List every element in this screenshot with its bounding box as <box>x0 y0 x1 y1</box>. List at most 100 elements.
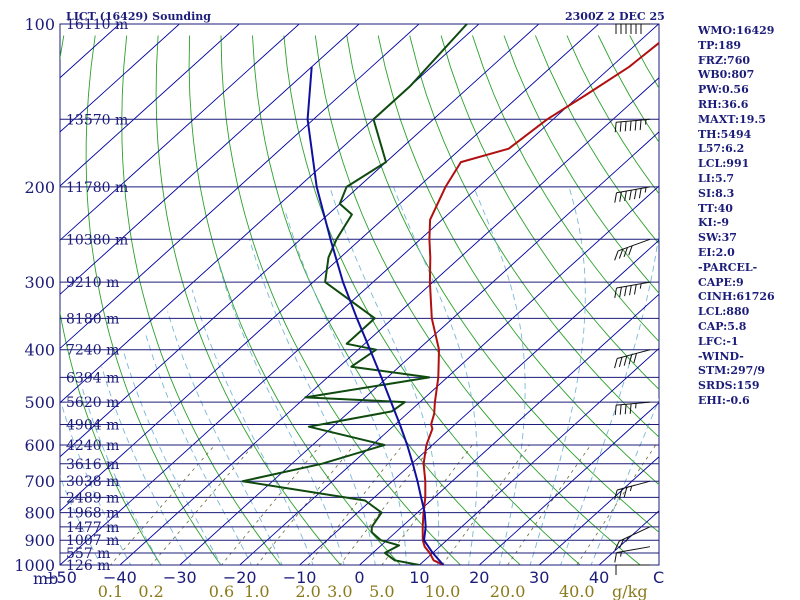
index-item: STM:297/9 <box>698 364 765 378</box>
dry-adiabat-line <box>85 35 222 565</box>
wind-barb-staff <box>616 546 651 554</box>
pressure-tick-label: 1000 <box>14 556 55 575</box>
pressure-tick-label: 100 <box>24 15 55 34</box>
index-item: SRDS:159 <box>698 379 760 393</box>
wind-barb-flag <box>624 404 627 415</box>
wind-barb-staff <box>617 480 651 491</box>
wind-barb-flag <box>614 287 618 298</box>
index-item: CAP:5.8 <box>698 319 747 333</box>
mixing-ratio-label: 20.0 <box>490 582 526 600</box>
moist-adiabat-line <box>60 401 132 565</box>
series-layer <box>241 24 659 565</box>
temperature-tick-label: −40 <box>103 568 137 587</box>
isotherm-line <box>60 24 420 350</box>
moist-adiabat-line <box>249 239 376 565</box>
wind-barb-layer <box>614 23 651 575</box>
index-item: LCL:880 <box>698 305 750 319</box>
temperature-tick-label: 40 <box>589 568 609 587</box>
moist-adiabat-line <box>393 186 478 565</box>
stability-indices-panel: WMO:16429 TP:189 FRZ:760 WB0:807 PW:0.56 RH:3… <box>698 24 775 409</box>
mixing-ratio-line <box>507 444 592 565</box>
pressure-tick-label: 200 <box>24 178 55 197</box>
height-label: 1968 m <box>66 506 119 522</box>
mixing-ratio-label: 2.0 <box>295 582 320 600</box>
wind-barb-staff <box>616 186 651 194</box>
temperature-tick-label: −10 <box>283 568 317 587</box>
wind-barb-flag <box>614 540 620 551</box>
isotherm-line <box>418 347 659 565</box>
mixing-ratio-unit: g/kg <box>612 582 648 600</box>
wind-barb-flag <box>633 353 637 364</box>
wind-barb-staff <box>617 349 651 359</box>
mixing-ratio-label: 10.0 <box>425 582 461 600</box>
wind-barb-flag <box>614 250 619 261</box>
index-item: WB0:807 <box>698 68 755 82</box>
wind-barb <box>614 401 651 416</box>
mixing-ratio-line <box>339 444 434 565</box>
moist-adiabat-line <box>529 186 586 565</box>
temperature-tick-label: −20 <box>223 568 257 587</box>
dry-adiabat-line <box>188 35 402 565</box>
dry-adiabat-line <box>314 35 641 565</box>
wind-barb-flag <box>629 120 632 131</box>
wind-barb-flag <box>623 355 628 366</box>
dry-adiabat-line <box>503 35 659 294</box>
pressure-tick-label: 500 <box>24 393 55 412</box>
wind-barb-half-flag <box>625 536 629 542</box>
dry-adiabat-line <box>346 35 659 533</box>
wind-barb <box>614 480 651 500</box>
temperature-tick-label: 10 <box>409 568 429 587</box>
temperature-unit: C <box>653 568 664 587</box>
moist-adiabat-line <box>122 349 222 565</box>
wind-barb-flag <box>614 489 618 500</box>
wind-barb-flag <box>619 538 625 549</box>
index-item: RH:36.6 <box>698 97 749 111</box>
grid-layer <box>60 24 659 565</box>
height-label: 16110 m <box>66 17 128 33</box>
mixing-ratio-label: 0.1 <box>98 582 123 600</box>
pressure-tick-label: 300 <box>24 273 55 292</box>
index-item: TP:189 <box>698 38 742 52</box>
wind-barb <box>614 238 651 261</box>
wind-barb-flag <box>629 403 632 414</box>
wind-barb <box>614 546 651 563</box>
isotherm-line <box>119 77 659 565</box>
wind-barb-flag <box>618 488 623 499</box>
pressure-unit: mb <box>33 569 58 588</box>
dry-adiabat-line <box>121 35 282 565</box>
wind-barb-staff <box>616 281 651 289</box>
wind-barb <box>614 281 651 298</box>
height-label: 4240 m <box>66 438 119 454</box>
temperature-tick-label: 30 <box>529 568 549 587</box>
height-label: 1477 m <box>66 520 119 536</box>
isotherm-line <box>60 24 540 458</box>
index-item: WMO:16429 <box>698 24 775 37</box>
height-label: 6394 m <box>66 370 119 386</box>
mixing-ratio-line <box>381 444 473 565</box>
temperature-tick-label: −30 <box>163 568 197 587</box>
isotherm-line <box>179 131 659 565</box>
wind-barb-flag <box>618 249 624 259</box>
mixing-ratio-line <box>256 444 355 565</box>
pressure-tick-label: 700 <box>24 472 55 491</box>
wind-barb-flag <box>639 120 642 131</box>
height-label: 2489 m <box>66 490 119 506</box>
moist-adiabat-line <box>590 398 659 565</box>
moist-adiabat-line <box>329 186 440 565</box>
height-label: 4904 m <box>66 418 119 434</box>
index-item: SI:8.3 <box>698 186 735 200</box>
isotherm-line <box>239 185 659 565</box>
wind-barb-flag <box>614 552 618 563</box>
temperature-trace <box>421 41 659 565</box>
moist-adiabat-line <box>101 366 192 565</box>
moist-adiabat-line <box>167 311 283 565</box>
temperature-tick-label: 0 <box>354 568 364 587</box>
wind-barb-staff <box>617 238 651 252</box>
dry-adiabat-line <box>155 35 342 565</box>
index-item: L57:6.2 <box>698 142 745 156</box>
wind-barb-flag <box>629 190 632 201</box>
height-label: 3616 m <box>66 457 119 473</box>
isotherm-line <box>358 293 659 565</box>
index-item: EHI:-0.6 <box>698 393 750 407</box>
